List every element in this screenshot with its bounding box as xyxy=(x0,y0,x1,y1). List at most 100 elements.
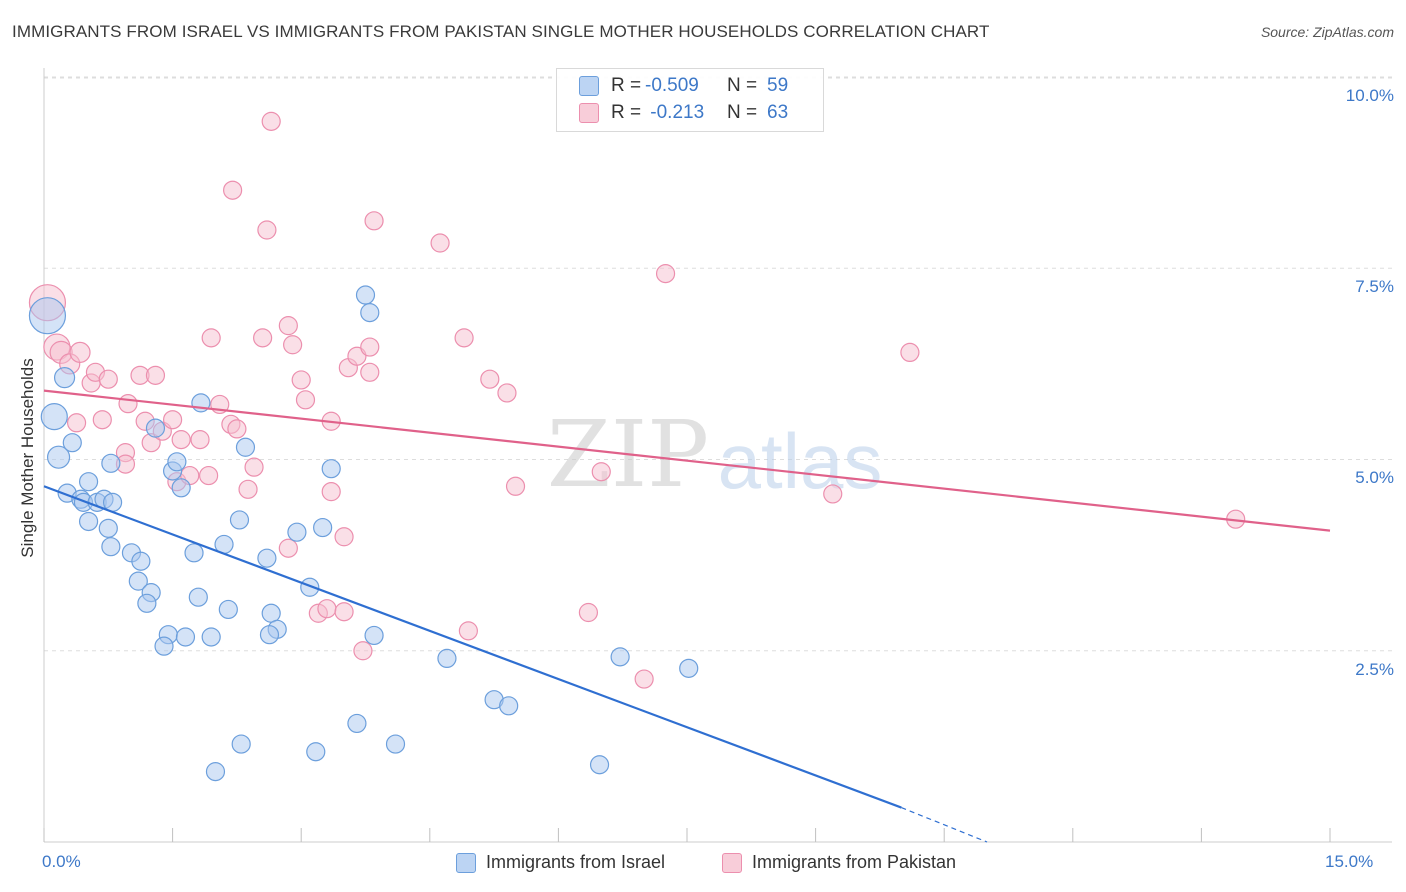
data-point-pakistan xyxy=(634,669,654,689)
data-point-pakistan xyxy=(223,180,243,200)
axes xyxy=(43,68,1392,843)
x-tick-label-0: 0.0% xyxy=(42,852,81,871)
data-point-israel xyxy=(355,285,376,305)
data-point-israel xyxy=(101,537,121,557)
x-tick-label-15: 15.0% xyxy=(1325,852,1374,871)
chart-title: IMMIGRANTS FROM ISRAEL VS IMMIGRANTS FRO… xyxy=(12,22,990,41)
data-point-israel xyxy=(184,543,204,563)
data-point-israel xyxy=(321,459,341,479)
legend-r-label: R = xyxy=(611,102,642,123)
data-point-pakistan xyxy=(295,390,316,410)
data-point-israel xyxy=(78,511,99,532)
legend-n-label: N = xyxy=(727,102,758,123)
legend-row-pakistan: R = -0.213 N = 63 xyxy=(579,101,788,125)
legend-r-value-israel: -0.509 xyxy=(645,75,699,96)
bottom-legend-israel: Immigrants from Israel xyxy=(456,852,665,873)
data-point-pakistan xyxy=(261,111,281,131)
data-point-pakistan xyxy=(201,328,221,348)
data-point-pakistan xyxy=(334,602,354,622)
data-point-israel xyxy=(257,548,277,568)
trend-line-israel-extension xyxy=(901,807,988,843)
data-point-israel xyxy=(167,452,187,472)
source-label: Source: ZipAtlas.com xyxy=(1260,24,1394,40)
data-point-pakistan xyxy=(190,430,210,450)
data-point-pakistan xyxy=(353,641,373,661)
data-point-pakistan xyxy=(257,220,277,240)
data-point-pakistan xyxy=(244,457,264,477)
data-point-israel xyxy=(101,453,121,473)
data-point-israel xyxy=(46,445,71,469)
data-point-israel xyxy=(154,636,174,656)
y-tick-label-5: 5.0% xyxy=(1355,468,1394,487)
data-point-pakistan xyxy=(334,527,354,547)
legend-row-israel: R = -0.509 N = 59 xyxy=(579,74,788,98)
bottom-legend-swatch-israel xyxy=(456,852,476,873)
legend-n-value-israel: 59 xyxy=(767,75,789,96)
data-point-israel xyxy=(40,403,68,431)
data-point-israel xyxy=(287,522,307,542)
data-point-israel xyxy=(188,587,208,607)
data-point-israel xyxy=(128,571,148,591)
data-point-israel xyxy=(364,625,384,646)
data-point-israel xyxy=(98,518,118,538)
data-point-pakistan xyxy=(497,383,517,403)
data-point-pakistan xyxy=(321,482,341,502)
legend-n-value-pakistan: 63 xyxy=(767,102,789,123)
data-point-pakistan xyxy=(199,465,219,486)
data-point-pakistan xyxy=(98,369,118,389)
bottom-legend-pakistan: Immigrants from Pakistan xyxy=(722,852,956,873)
legend-swatch-israel xyxy=(579,76,599,96)
data-point-israel xyxy=(589,755,610,775)
y-tick-label-2-5: 2.5% xyxy=(1355,660,1394,679)
stats-legend: R = -0.509 N = 59 R = -0.213 N = 63 xyxy=(556,68,824,132)
data-point-pakistan xyxy=(227,419,247,439)
legend-swatch-pakistan xyxy=(579,103,599,123)
data-point-pakistan xyxy=(118,394,138,414)
data-point-israel xyxy=(171,478,191,498)
data-point-pakistan xyxy=(578,602,599,623)
data-point-israel xyxy=(610,647,630,667)
trend-line-israel xyxy=(43,485,902,809)
data-point-israel xyxy=(201,627,221,647)
data-point-israel xyxy=(437,648,457,669)
data-point-pakistan xyxy=(163,410,183,430)
data-point-pakistan xyxy=(278,538,298,558)
data-point-israel xyxy=(231,734,251,754)
data-point-israel xyxy=(360,303,380,323)
data-point-israel xyxy=(385,734,406,754)
bottom-legend-label-israel: Immigrants from Israel xyxy=(486,852,666,872)
data-point-israel xyxy=(28,297,67,335)
data-point-pakistan xyxy=(360,337,380,357)
data-point-israel xyxy=(679,658,699,678)
grid-lines xyxy=(44,76,1392,652)
data-point-israel xyxy=(499,696,519,716)
series-israel-points xyxy=(28,285,699,782)
data-point-pakistan xyxy=(145,365,166,385)
data-point-pakistan xyxy=(69,341,91,363)
data-point-pakistan xyxy=(458,621,478,641)
data-point-pakistan xyxy=(171,430,191,450)
bottom-legend-label-pakistan: Immigrants from Pakistan xyxy=(752,852,957,872)
data-point-pakistan xyxy=(238,479,258,499)
data-point-pakistan xyxy=(505,476,526,496)
legend-r-value-pakistan: -0.213 xyxy=(645,102,705,123)
data-point-israel xyxy=(347,713,367,734)
data-point-pakistan xyxy=(92,410,112,430)
data-point-pakistan xyxy=(430,233,450,253)
data-point-pakistan xyxy=(283,335,303,355)
data-point-israel xyxy=(300,577,320,597)
trend-lines xyxy=(43,389,1331,843)
y-tick-label-10: 10.0% xyxy=(1345,86,1394,105)
data-point-pakistan xyxy=(900,342,920,362)
data-point-israel xyxy=(229,510,250,530)
data-point-pakistan xyxy=(253,328,273,348)
data-point-israel xyxy=(205,762,226,782)
data-point-israel xyxy=(53,367,76,389)
legend-n-label: N = xyxy=(727,75,758,96)
data-point-israel xyxy=(131,551,151,571)
data-point-pakistan xyxy=(364,211,384,231)
data-point-israel xyxy=(259,625,280,645)
y-axis-label: Single Mother Households xyxy=(18,358,37,558)
legend-r-label: R = xyxy=(611,75,642,96)
